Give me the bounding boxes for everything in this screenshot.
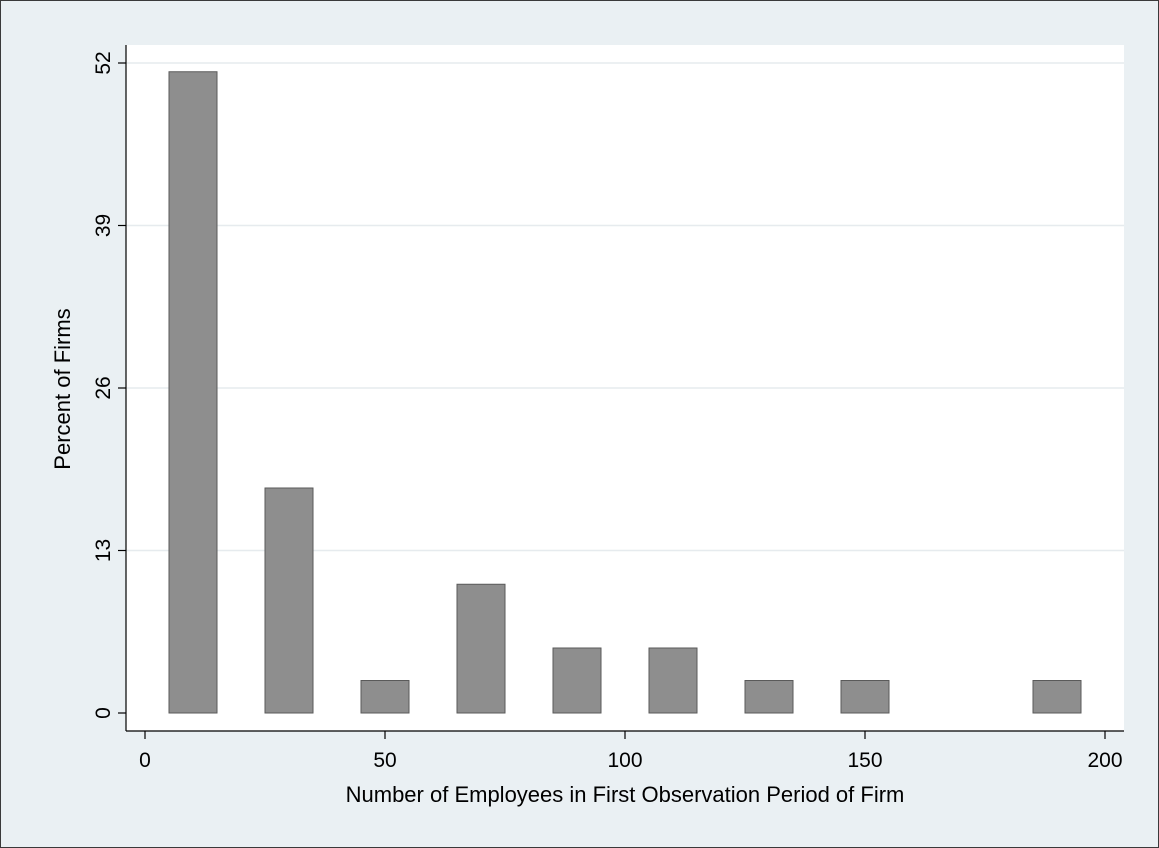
y-ticks: 0 13 26 39 52 [92, 51, 126, 719]
bar-4 [552, 647, 602, 714]
bar-0 [168, 71, 218, 714]
x-tick-label-3: 150 [847, 749, 882, 772]
y-tick-label-4: 52 [92, 51, 115, 74]
gridlines [126, 62, 1124, 552]
x-tick-label-4: 200 [1087, 749, 1122, 772]
x-axis-title: Number of Employees in First Observation… [346, 782, 905, 807]
bar-5 [648, 647, 698, 714]
y-axis-title: Percent of Firms [50, 308, 75, 469]
bar-6 [744, 680, 794, 714]
y-tick-label-3: 39 [92, 214, 115, 237]
y-tick-label-1: 13 [92, 539, 115, 562]
y-tick-label-0: 0 [92, 707, 115, 719]
x-tick-label-0: 0 [139, 749, 151, 772]
bar-1 [264, 487, 314, 714]
x-tick-label-2: 100 [607, 749, 642, 772]
x-ticks: 0 50 100 150 200 [139, 731, 1123, 772]
bar-2 [360, 680, 410, 714]
bar-3 [456, 583, 506, 714]
bar-8 [1032, 680, 1082, 714]
bar-7 [840, 680, 890, 714]
bars [168, 71, 1082, 714]
x-tick-label-1: 50 [373, 749, 396, 772]
y-tick-label-2: 26 [92, 376, 115, 399]
